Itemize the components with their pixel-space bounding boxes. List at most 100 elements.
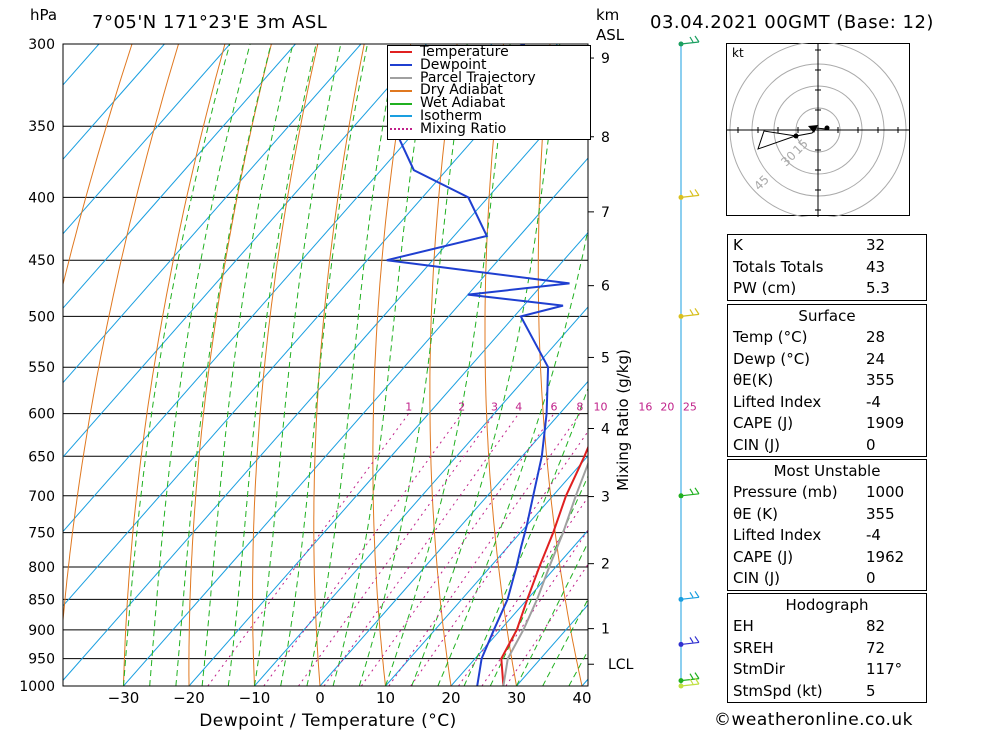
legend-item: Isotherm [388, 107, 590, 124]
pressure-tick-label: 600 [28, 407, 55, 423]
wet-adiabat-line [123, 44, 231, 686]
mixing-ratio-label: 10 [593, 401, 607, 414]
isotherm-line [254, 306, 588, 686]
hodograph-params-title: Hodograph [785, 596, 869, 614]
height-km-label: 7 [601, 205, 610, 221]
storm-motion-marker [808, 125, 818, 133]
pressure-tick-label: 450 [28, 253, 55, 269]
wet-adiabat-line [358, 44, 468, 686]
dry-adiabat-line [252, 44, 319, 686]
dry-adiabat-line [640, 44, 713, 686]
isotherm-line [188, 231, 588, 686]
legend-label: Wet Adiabat [420, 95, 506, 112]
legend-swatch [390, 51, 412, 54]
height-km-label: 1 [601, 622, 610, 638]
isotherm-line [123, 157, 588, 686]
lcl-label: LCL [608, 657, 634, 673]
dry-adiabat-line [922, 44, 1000, 686]
legend-label: Dewpoint [420, 56, 487, 73]
wet-adiabat-line [332, 44, 431, 686]
mixing-ratio-line [207, 413, 410, 686]
wet-adiabat-line [516, 541, 588, 686]
isotherm-line [319, 380, 588, 686]
legend-item: Wet Adiabat [388, 95, 590, 112]
height-km-label: 5 [601, 350, 610, 366]
wind-barb-icon [680, 677, 700, 687]
temp-tick-label: −10 [239, 689, 271, 707]
temp-tick-label: 30 [507, 689, 526, 707]
wet-adiabat-line [463, 387, 588, 686]
pressure-tick-label: 650 [28, 449, 55, 465]
mixing-ratio-line [388, 413, 581, 686]
pressure-tick-label: 400 [28, 190, 55, 206]
temp-tick-label: 10 [376, 689, 395, 707]
hodograph-point [793, 133, 799, 139]
dry-adiabat-line [484, 44, 517, 686]
mixing-ratio-label: 3 [491, 401, 498, 414]
mixing-ratio-label: 1 [405, 401, 412, 414]
pressure-tick-label: 950 [28, 652, 55, 668]
legend-item: Dewpoint [388, 56, 590, 73]
pressure-tick-label: 300 [28, 37, 55, 53]
height-km-label: 9 [601, 51, 610, 67]
isotherm-line [63, 44, 362, 384]
wet-adiabat-line [280, 44, 368, 686]
pressure-tick-label: 550 [28, 360, 55, 376]
pressure-tick-label: 1000 [19, 679, 55, 695]
mixing-ratio-label: 25 [683, 401, 697, 414]
wind-barb-icon [680, 591, 700, 600]
datetime-title: 03.04.2021 00GMT (Base: 12) [650, 12, 934, 33]
copyright-footer[interactable]: ©weatheronline.co.uk [714, 710, 914, 730]
pressure-tick-label: 850 [28, 592, 55, 608]
temp-tick-label: −20 [173, 689, 205, 707]
legend: Temperature Dewpoint Parcel Trajectory Dry … [387, 45, 591, 140]
wet-adiabat-line [175, 44, 272, 686]
hpa-label: hPa [30, 6, 58, 24]
hodograph-params-table: Hodograph EH 82 SREH 72 StmDir 117° StmSpd … [727, 593, 927, 703]
wet-adiabat-line [542, 598, 588, 686]
mixing-ratio-line [505, 563, 588, 686]
dewpoint-line [386, 44, 570, 686]
isotherm-line [63, 44, 231, 235]
legend-item: Parcel Trajectory [388, 69, 590, 86]
pressure-tick-label: 500 [28, 309, 55, 325]
mixing-ratio-label: 16 [638, 401, 652, 414]
legend-label: Dry Adiabat [420, 82, 503, 99]
mixing-ratio-axis-label: Mixing Ratio (g/kg) [614, 349, 632, 491]
temp-tick-label: 40 [572, 689, 591, 707]
mixing-ratio-line [263, 413, 463, 686]
mixing-ratio-line [323, 413, 520, 686]
wet-adiabat-line [411, 44, 561, 686]
height-km-label: 2 [601, 557, 610, 573]
mixing-ratio-line [298, 413, 495, 686]
legend-label: Isotherm [420, 107, 483, 124]
mixing-ratio-label: 4 [515, 401, 522, 414]
legend-label: Mixing Ratio [420, 120, 507, 137]
indices-table: K 32 Totals Totals 43 PW (cm) 5.3 [727, 234, 927, 301]
isotherm-line [385, 455, 588, 686]
legend-label: Parcel Trajectory [420, 69, 536, 86]
height-km-label: 3 [601, 490, 610, 506]
wet-adiabat-line [201, 44, 294, 686]
dry-adiabat-line [63, 44, 179, 627]
plot-frame [62, 43, 589, 687]
dry-adiabat-line [63, 44, 133, 287]
wet-adiabat-line [149, 44, 251, 686]
legend-item: Temperature [388, 44, 590, 60]
dry-adiabat-line [123, 44, 226, 686]
mixing-ratio-label: 6 [550, 401, 557, 414]
isotherm-line [63, 44, 427, 458]
dry-adiabat-line [372, 44, 412, 686]
isotherm-line [63, 44, 165, 161]
isotherm-line [63, 44, 558, 607]
pressure-tick-label: 900 [28, 623, 55, 639]
wet-adiabat-line [306, 44, 398, 686]
wet-adiabat-line [227, 44, 317, 686]
legend-label: Temperature [420, 44, 509, 60]
legend-swatch [390, 128, 412, 131]
isotherm-line [63, 82, 588, 682]
temperature-line [500, 445, 588, 686]
dry-adiabat-line [313, 44, 365, 686]
